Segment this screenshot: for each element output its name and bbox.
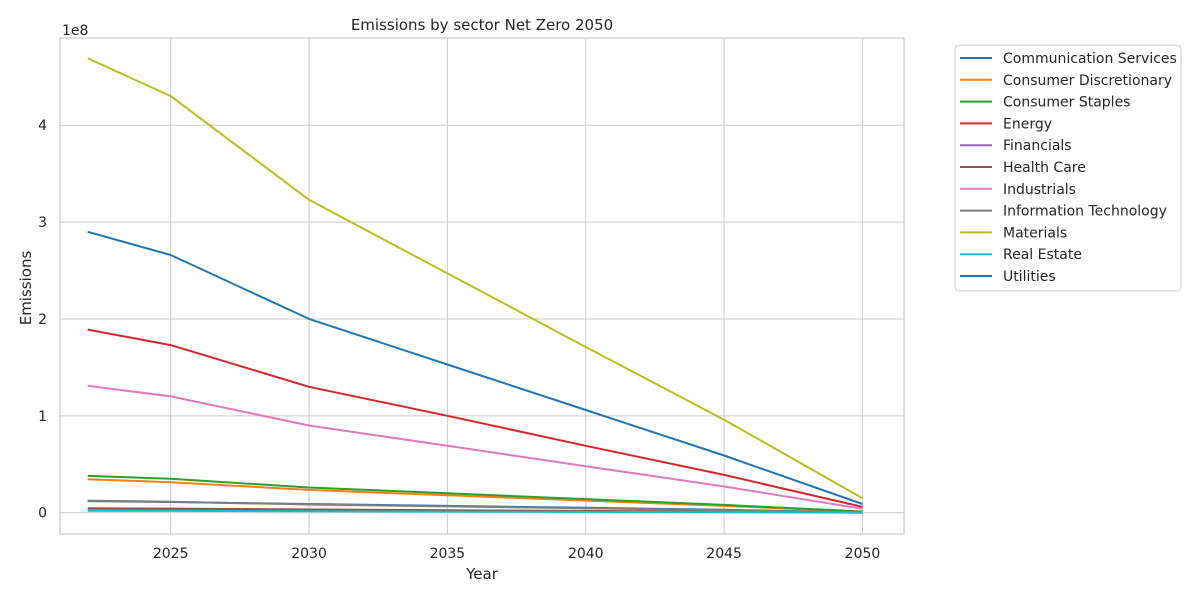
series-lines xyxy=(87,57,863,514)
x-tick-label: 2025 xyxy=(153,546,189,562)
legend-box xyxy=(954,44,1182,292)
legend-label: Communication Services xyxy=(1003,51,1177,67)
legend-label: Consumer Discretionary xyxy=(1003,73,1172,89)
series-line-9 xyxy=(87,509,863,514)
legend-label: Financials xyxy=(1003,138,1072,154)
legend-label: Energy xyxy=(1003,116,1052,132)
y-axis-multiplier: 1e8 xyxy=(62,23,88,39)
x-axis-ticks: 2025 2030 2035 2040 2045 2050 xyxy=(153,546,880,562)
series-line-7 xyxy=(87,499,863,514)
plot-frame xyxy=(59,37,905,535)
series-line-10 xyxy=(87,230,863,505)
legend-label: Materials xyxy=(1003,225,1067,241)
x-axis-title: Year xyxy=(465,565,499,583)
y-tick-label: 2 xyxy=(38,312,47,328)
x-tick-label: 2030 xyxy=(291,546,327,562)
series-line-8 xyxy=(87,57,863,500)
legend: Communication Services Consumer Discretio… xyxy=(954,44,1182,292)
chart-title: Emissions by sector Net Zero 2050 xyxy=(351,16,613,34)
y-tick-label: 1 xyxy=(38,409,47,425)
legend-label: Industrials xyxy=(1003,182,1076,198)
series-line-2 xyxy=(87,474,863,513)
legend-label: Health Care xyxy=(1003,160,1086,176)
x-tick-label: 2040 xyxy=(568,546,604,562)
series-line-3 xyxy=(87,328,863,508)
legend-label: Real Estate xyxy=(1003,247,1082,263)
legend-label: Consumer Staples xyxy=(1003,95,1130,111)
series-line-6 xyxy=(87,384,863,510)
y-tick-label: 4 xyxy=(38,118,47,134)
x-tick-label: 2050 xyxy=(845,546,881,562)
y-axis-ticks: 0 1 2 3 4 xyxy=(38,118,47,522)
y-tick-label: 0 xyxy=(38,506,47,522)
y-axis-title: Emissions xyxy=(17,251,35,326)
legend-label: Utilities xyxy=(1003,269,1056,285)
y-tick-label: 3 xyxy=(38,215,47,231)
x-tick-label: 2035 xyxy=(430,546,466,562)
legend-label: Information Technology xyxy=(1003,204,1167,220)
x-tick-label: 2045 xyxy=(706,546,742,562)
